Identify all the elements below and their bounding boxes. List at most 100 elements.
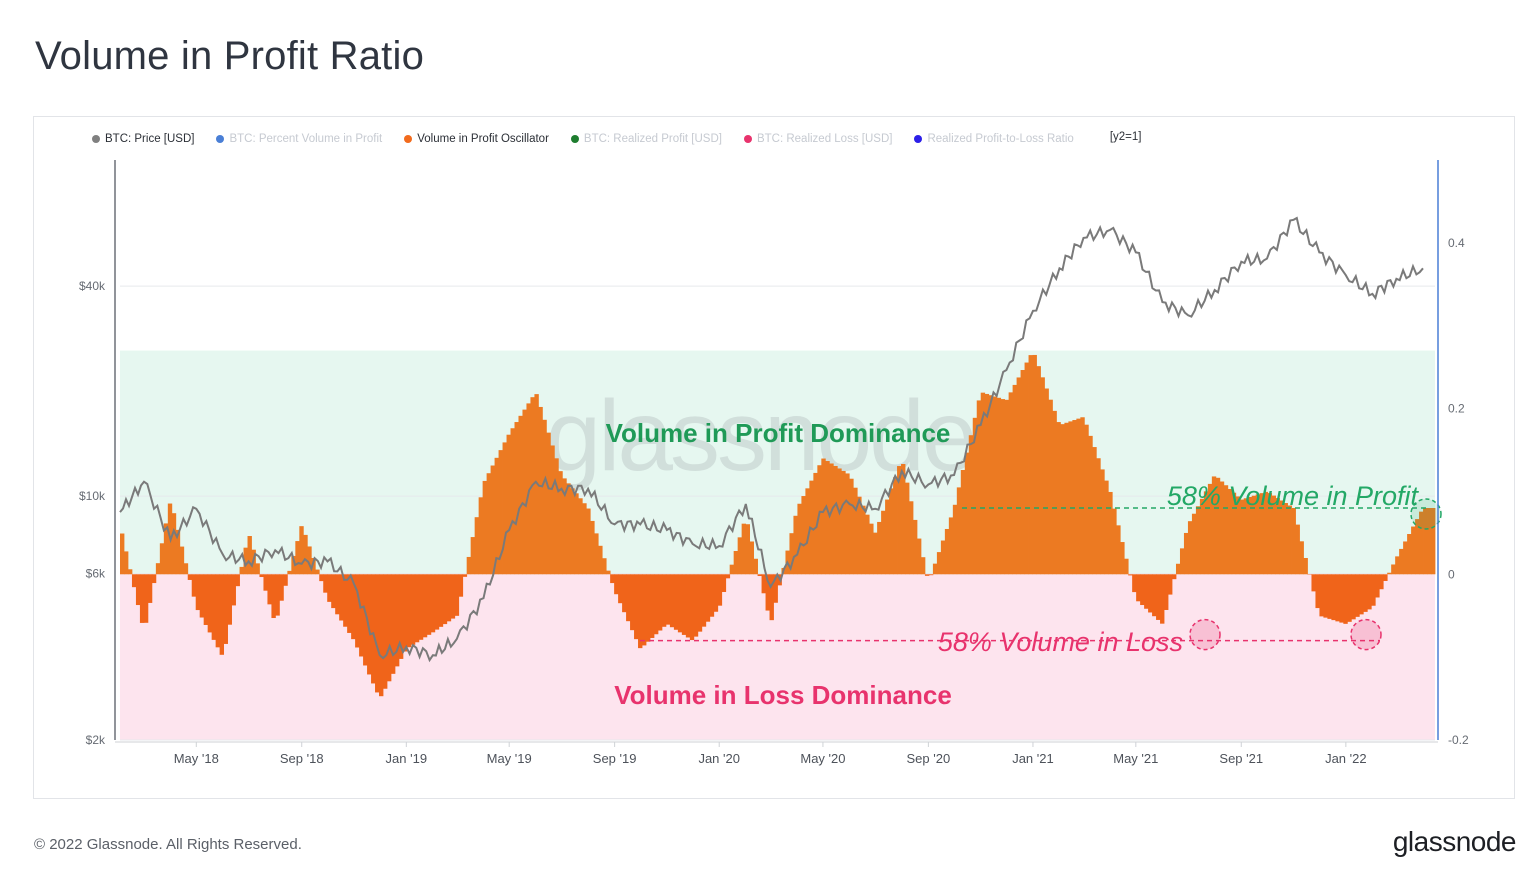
zone-layer <box>120 350 1435 740</box>
oscillator-bar <box>363 574 368 666</box>
oscillator-bar <box>1100 469 1105 575</box>
loss-marker-circle <box>1189 618 1221 651</box>
oscillator-bar <box>311 558 316 575</box>
oscillator-bar <box>1391 564 1396 575</box>
oscillator-bar <box>454 574 460 616</box>
oscillator-bar <box>912 519 918 575</box>
legend-item-oscillator[interactable]: Volume in Profit Oscillator <box>404 131 549 147</box>
profit-annotation-label: 58% Volume in Profit <box>1167 481 1420 511</box>
oscillator-bar <box>984 393 990 575</box>
oscillator-bar <box>1323 574 1328 618</box>
oscillator-bar <box>199 574 205 618</box>
oscillator-bar <box>1299 541 1304 575</box>
oscillator-bar <box>147 574 153 603</box>
oscillator-bar <box>1187 521 1193 575</box>
oscillator-bar <box>247 536 252 575</box>
oscillator-bar <box>335 574 340 615</box>
oscillator-bar <box>980 392 986 575</box>
annotation-layer: 58% Volume in Profit 58% Volume in Loss Vo… <box>606 418 1442 710</box>
oscillator-bar <box>653 574 659 635</box>
x-tick-label: Sep '21 <box>1219 751 1263 766</box>
oscillator-bar <box>315 569 320 575</box>
oscillator-bar <box>1419 511 1424 575</box>
oscillator-bar <box>151 574 157 584</box>
oscillator-bar <box>1267 493 1273 575</box>
oscillator-bar <box>1012 384 1017 575</box>
oscillator-bar <box>227 574 232 625</box>
x-tick-label: Sep '18 <box>280 751 324 766</box>
legend-item-realized-loss[interactable]: BTC: Realized Loss [USD] <box>743 131 892 147</box>
oscillator-bar <box>155 563 161 575</box>
oscillator-bar <box>829 463 834 575</box>
oscillator-bar <box>1219 481 1225 575</box>
oscillator-bar <box>928 574 934 576</box>
oscillator-bar <box>992 396 998 575</box>
oscillator-bar <box>948 517 954 575</box>
x-tick-label: May '18 <box>174 751 219 766</box>
oscillator-bar <box>406 574 412 648</box>
oscillator-bar <box>1000 399 1006 575</box>
oscillator-bar <box>434 574 440 630</box>
oscillator-bar <box>215 574 221 648</box>
oscillator-bar <box>1363 574 1368 612</box>
oscillator-bar <box>135 574 141 606</box>
oscillator-bar <box>303 534 308 575</box>
oscillator-bar <box>1343 574 1348 624</box>
legend-label: BTC: Percent Volume in Profit <box>229 133 383 145</box>
oscillator-bar <box>602 558 607 575</box>
oscillator-bars <box>120 354 1436 697</box>
profit-zone-label: Volume in Profit Dominance <box>606 418 951 448</box>
oscillator-bar <box>825 461 830 575</box>
oscillator-bar <box>972 417 978 575</box>
oscillator-bar <box>622 574 627 613</box>
oscillator-bar <box>578 498 583 575</box>
oscillator-bar <box>446 574 452 622</box>
oscillator-bar <box>964 452 970 575</box>
oscillator-bar <box>1056 422 1061 575</box>
oscillator-bar <box>649 574 655 638</box>
legend-item-percent-volume[interactable]: BTC: Percent Volume in Profit <box>216 131 382 147</box>
oscillator-bar <box>1076 418 1081 575</box>
loss-zone-label: Volume in Loss Dominance <box>614 680 952 710</box>
oscillator-bar <box>594 533 599 575</box>
oscillator-bar <box>1140 574 1145 606</box>
oscillator-bar <box>630 574 635 631</box>
oscillator-bar <box>1092 447 1097 575</box>
oscillator-bar <box>1371 574 1376 606</box>
oscillator-bar <box>171 513 177 575</box>
oscillator-bar <box>1104 480 1109 575</box>
legend-item-pl-ratio[interactable]: Realized Profit-to-Loss Ratio <box>914 131 1074 147</box>
oscillator-bar <box>486 473 491 575</box>
oscillator-bar <box>893 477 898 575</box>
oscillator-bar <box>263 574 268 591</box>
oscillator-bar <box>1168 574 1173 595</box>
oscillator-bar <box>733 551 739 575</box>
legend-item-price[interactable]: BTC: Price [USD] <box>92 131 194 147</box>
oscillator-bar <box>223 574 228 644</box>
oscillator-bar <box>331 574 336 609</box>
oscillator-bar <box>558 471 563 575</box>
legend-item-realized-profit[interactable]: BTC: Realized Profit [USD] <box>570 131 722 147</box>
oscillator-bar <box>183 563 189 575</box>
oscillator-bar <box>924 574 930 576</box>
oscillator-bar <box>398 574 404 659</box>
oscillator-bar <box>1044 388 1049 575</box>
x-tick-label: May '21 <box>1113 751 1158 766</box>
oscillator-bar <box>287 570 292 575</box>
oscillator-bar <box>638 574 643 649</box>
oscillator-bar <box>570 488 575 575</box>
oscillator-bar <box>1359 574 1364 615</box>
oscillator-bar <box>275 574 280 616</box>
oscillator-bar <box>881 510 886 575</box>
oscillator-bar <box>1008 392 1014 575</box>
oscillator-bar <box>697 574 703 632</box>
oscillator-bar <box>323 574 328 593</box>
oscillator-bar <box>1271 495 1277 575</box>
oscillator-bar <box>243 547 248 575</box>
oscillator-bar <box>522 409 527 575</box>
oscillator-bar <box>1223 485 1229 575</box>
oscillator-bar <box>765 574 770 611</box>
oscillator-bar <box>207 574 213 633</box>
oscillator-bar <box>574 493 579 575</box>
oscillator-bar <box>1108 491 1113 575</box>
